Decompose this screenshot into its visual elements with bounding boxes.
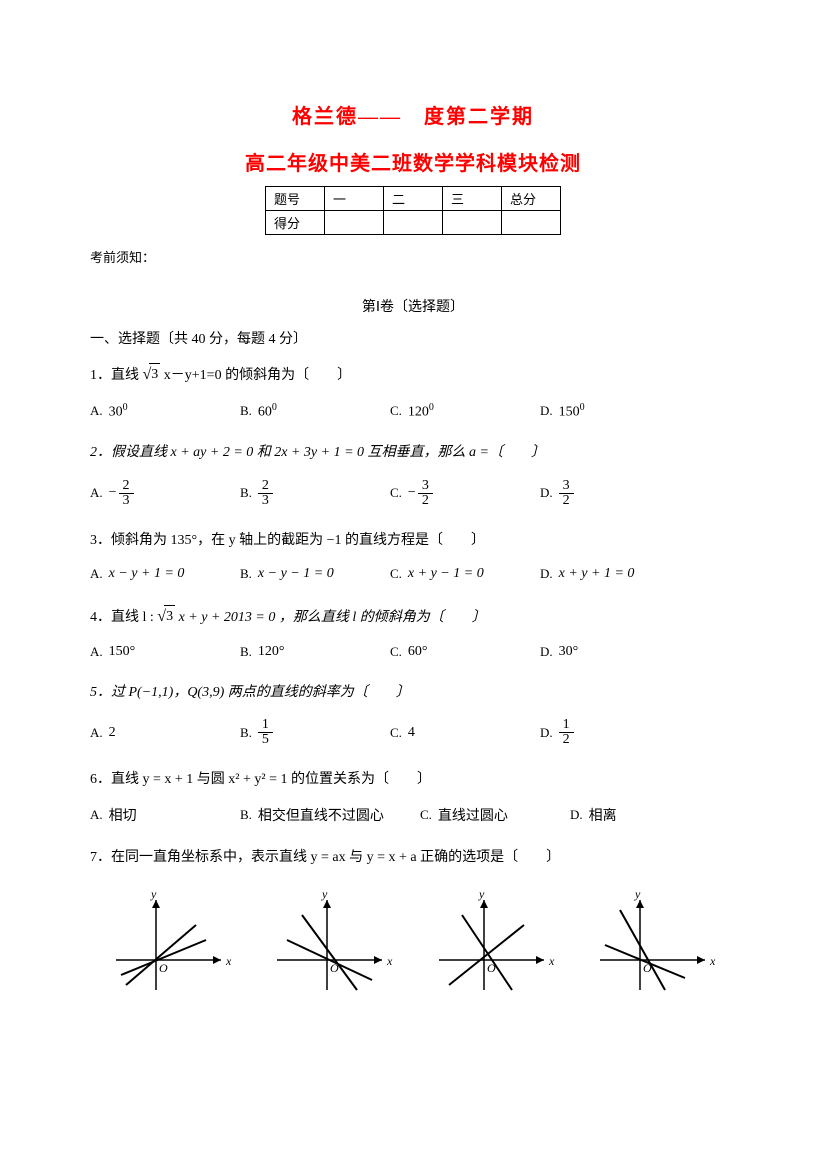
svg-text:y: y [634,890,641,901]
q7-graphs: y x O y x O [90,890,736,1000]
option-d: D.x + y + 1 = 0 [540,566,690,582]
option-c: C.4 [390,725,540,741]
option-b: B.600 [240,402,390,421]
exam-page: 格兰德—— 度第二学期 高二年级中美二班数学学科模块检测 题号 一 二 三 总分… [0,0,826,1060]
option-d: D. 12 [540,718,690,747]
q5-options: A.2 B. 15 C.4 D. 12 [90,718,736,747]
section-title: 一、选择题〔共 40 分，每题 4 分〕 [90,328,736,348]
option-d: D.1500 [540,402,690,421]
option-c: C.1200 [390,402,540,421]
option-a: A.2 [90,725,240,741]
option-c: C.x + y − 1 = 0 [390,566,540,582]
option-b: B.120° [240,644,390,660]
cell: 三 [443,187,502,211]
q2-options: A. −23 B. 23 C. −32 D. 32 [90,479,736,508]
option-a: A.相切 [90,805,240,825]
svg-text:y: y [150,890,157,901]
svg-text:y: y [478,890,485,901]
q6-options: A.相切 B.相交但直线不过圆心 C.直线过圆心 D.相离 [90,805,736,825]
option-b: B.x − y − 1 = 0 [240,566,390,582]
q3-options: A.x − y + 1 = 0 B.x − y − 1 = 0 C.x + y … [90,566,736,582]
svg-text:O: O [159,961,168,975]
sqrt-icon: √3 [157,604,175,630]
option-a: A.300 [90,402,240,421]
option-c: C.60° [390,644,540,660]
graph-c: y x O [424,890,564,1000]
question-7: 7．在同一直角坐标系中，表示直线 y = ax 与 y = x + a 正确的选… [90,847,736,869]
q4-options: A.150° B.120° C.60° D.30° [90,644,736,660]
cell: 得分 [266,211,325,235]
option-d: D.相离 [570,805,720,825]
option-c: C.直线过圆心 [420,805,570,825]
question-4: 4．直线 l : √3 x + y + 2013 = 0 ，那么直线 l 的倾斜… [90,604,736,630]
cell: 总分 [502,187,561,211]
cell [325,211,384,235]
option-a: A. −23 [90,479,240,508]
svg-text:x: x [548,954,555,968]
option-b: B. 15 [240,718,390,747]
cell: 题号 [266,187,325,211]
question-3: 3．倾斜角为 135°，在 y 轴上的截距为 −1 的直线方程是〔 〕 [90,530,736,552]
option-b: B.相交但直线不过圆心 [240,805,420,825]
question-1: 1．直线 √3 x－y+1=0 的倾斜角为〔 〕 [90,362,736,388]
cell: 一 [325,187,384,211]
title-line-1: 格兰德—— 度第二学期 [90,100,736,129]
sqrt-icon: √3 [143,362,161,388]
svg-text:y: y [321,890,328,901]
option-a: A.150° [90,644,240,660]
option-d: D. 32 [540,479,690,508]
svg-text:x: x [225,954,232,968]
pre-note: 考前须知： [90,247,736,266]
option-d: D.30° [540,644,690,660]
graph-b: y x O [262,890,402,1000]
graph-a: y x O [101,890,241,1000]
cell [502,211,561,235]
title-line-2: 高二年级中美二班数学学科模块检测 [90,147,736,176]
q1-options: A.300 B.600 C.1200 D.1500 [90,402,736,421]
score-table: 题号 一 二 三 总分 得分 [265,186,561,235]
question-6: 6．直线 y = x + 1 与圆 x² + y² = 1 的位置关系为〔 〕 [90,769,736,791]
cell [384,211,443,235]
q1-mid: x－y+1=0 的倾斜角为〔 〕 [164,368,351,383]
svg-text:x: x [709,954,716,968]
section-label: 第Ⅰ卷〔选择题〕 [90,296,736,316]
option-a: A.x − y + 1 = 0 [90,566,240,582]
q1-prefix: 1．直线 [90,368,139,383]
option-b: B. 23 [240,479,390,508]
question-2: 2．假设直线 x + ay + 2 = 0 和 2x + 3y + 1 = 0 … [90,442,736,464]
graph-d: y x O [585,890,725,1000]
cell [443,211,502,235]
cell: 二 [384,187,443,211]
option-c: C. −32 [390,479,540,508]
svg-text:x: x [386,954,393,968]
question-5: 5．过 P(−1,1)，Q(3,9) 两点的直线的斜率为〔 〕 [90,682,736,704]
